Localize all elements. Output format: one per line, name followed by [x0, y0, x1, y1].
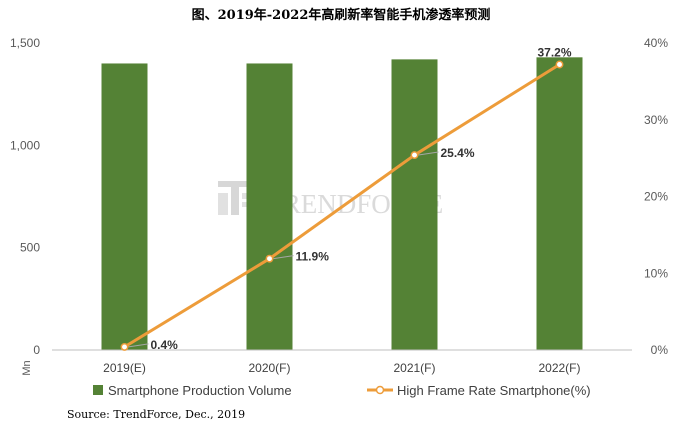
bar: [391, 59, 438, 351]
data-label-leader: [418, 151, 439, 156]
y-left-tick-label: 1,000: [10, 138, 40, 152]
y-right-tick-label: 0%: [651, 343, 669, 357]
data-label: 37.2%: [538, 45, 572, 59]
x-axis: 2019(E) 2020(F) 2021(F) 2022(F): [103, 361, 580, 375]
line-series: 0.4% 11.9% 25.4% 37.2%: [120, 45, 572, 352]
legend-swatch-bar: [93, 385, 103, 395]
y-left-tick-label: 0: [33, 343, 40, 357]
data-label: 0.4%: [151, 338, 179, 352]
y-left-tick-label: 500: [20, 241, 40, 255]
x-tick-label: 2022(F): [538, 361, 580, 375]
y-left-axis: 0 500 1,000 1,500: [10, 36, 40, 357]
y-right-tick-label: 20%: [644, 190, 668, 204]
source-note: Source: TrendForce, Dec., 2019: [67, 408, 245, 421]
y-right-axis: 0% 10% 20% 30% 40%: [644, 36, 668, 357]
y-right-tick-label: 40%: [644, 36, 668, 50]
chart-title: 图、2019年-2022年高刷新率智能手机渗透率预测: [192, 7, 491, 23]
legend-label-bar: Smartphone Production Volume: [108, 383, 292, 398]
line-point: [265, 254, 274, 263]
line-point: [120, 342, 129, 351]
line-point: [410, 151, 419, 160]
line-point: [555, 60, 564, 69]
series-line: [123, 63, 561, 349]
x-tick-label: 2019(E): [103, 361, 146, 375]
y-left-unit-label: Mn: [21, 360, 33, 375]
legend: Smartphone Production Volume High Frame …: [93, 383, 591, 398]
data-label-leader: [128, 343, 149, 348]
x-tick-label: 2020(F): [248, 361, 290, 375]
data-label: 25.4%: [441, 146, 475, 160]
bar: [101, 63, 148, 350]
y-right-tick-label: 10%: [644, 266, 668, 280]
x-tick-label: 2021(F): [393, 361, 435, 375]
bar: [536, 57, 583, 351]
data-label-leader: [273, 255, 294, 260]
y-left-tick-label: 1,500: [10, 36, 40, 50]
bar: [246, 63, 293, 350]
legend-label-line: High Frame Rate Smartphone(%): [397, 383, 591, 398]
legend-swatch-marker: [375, 385, 385, 395]
data-label: 11.9%: [296, 250, 330, 264]
y-right-tick-label: 30%: [644, 113, 668, 127]
bar-series: [101, 57, 583, 351]
